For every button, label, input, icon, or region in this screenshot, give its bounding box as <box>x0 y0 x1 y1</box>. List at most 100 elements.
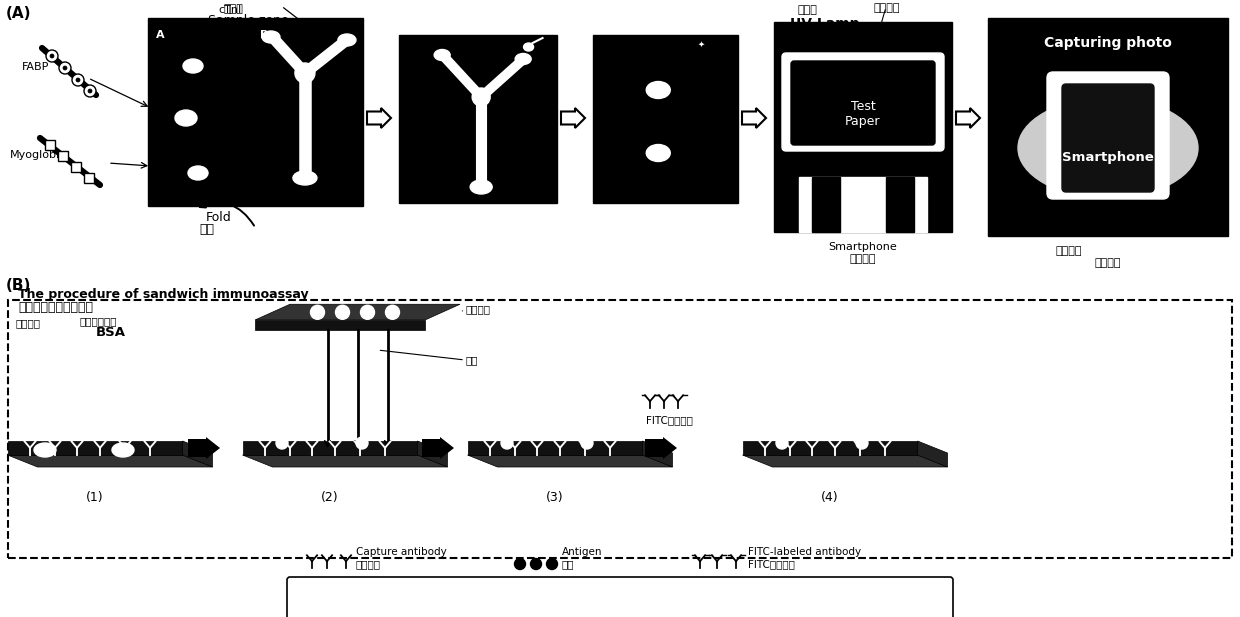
Circle shape <box>361 305 374 320</box>
Text: 样品区: 样品区 <box>223 4 243 14</box>
Circle shape <box>295 63 315 83</box>
FancyArrow shape <box>188 437 219 459</box>
Ellipse shape <box>175 110 197 126</box>
Circle shape <box>277 437 288 449</box>
Text: 样品溶液: 样品溶液 <box>465 305 490 315</box>
Circle shape <box>231 35 237 41</box>
Bar <box>58 151 68 161</box>
Polygon shape <box>182 441 212 467</box>
Text: A: A <box>156 30 165 40</box>
Ellipse shape <box>262 31 280 43</box>
FancyBboxPatch shape <box>1047 72 1169 199</box>
Polygon shape <box>7 441 182 455</box>
Circle shape <box>472 88 490 106</box>
FancyBboxPatch shape <box>782 53 944 151</box>
FancyArrow shape <box>560 108 585 128</box>
Text: 双抗体夹心法实验过程: 双抗体夹心法实验过程 <box>19 301 93 314</box>
Circle shape <box>60 62 71 74</box>
Bar <box>71 162 81 172</box>
Circle shape <box>501 437 513 449</box>
Circle shape <box>187 30 193 36</box>
Text: B: B <box>260 30 268 40</box>
FancyArrow shape <box>742 108 766 128</box>
Text: (4): (4) <box>821 491 838 504</box>
Circle shape <box>582 437 593 449</box>
Polygon shape <box>642 441 672 467</box>
Text: Sample zone: Sample zone <box>208 14 289 27</box>
Text: 捕获抗体: 捕获抗体 <box>16 318 41 328</box>
Ellipse shape <box>1018 98 1198 198</box>
Ellipse shape <box>515 54 531 65</box>
Text: (2): (2) <box>321 491 339 504</box>
Circle shape <box>231 41 237 47</box>
Bar <box>148 18 363 206</box>
Text: 抗原: 抗原 <box>562 559 574 569</box>
Circle shape <box>190 40 196 46</box>
Circle shape <box>310 305 325 320</box>
Circle shape <box>547 558 558 569</box>
Text: Capturing photo: Capturing photo <box>1044 36 1172 50</box>
Bar <box>774 22 952 232</box>
Ellipse shape <box>184 59 203 73</box>
Text: 捕获抗体: 捕获抗体 <box>356 559 381 569</box>
Circle shape <box>88 89 92 93</box>
Circle shape <box>236 25 241 31</box>
Polygon shape <box>467 455 672 467</box>
Circle shape <box>356 437 368 449</box>
Text: 智能手机: 智能手机 <box>1095 258 1121 268</box>
Bar <box>988 18 1228 236</box>
Circle shape <box>222 61 228 67</box>
Polygon shape <box>467 441 642 455</box>
Text: FABP: FABP <box>22 62 50 72</box>
Ellipse shape <box>434 49 450 60</box>
Ellipse shape <box>293 171 317 185</box>
Bar <box>45 140 55 150</box>
FancyArrow shape <box>956 108 980 128</box>
Polygon shape <box>743 455 947 467</box>
Text: 折叠: 折叠 <box>200 223 215 236</box>
Text: Fold: Fold <box>206 211 232 224</box>
Circle shape <box>856 437 868 449</box>
Ellipse shape <box>646 144 671 162</box>
Text: 检测纸基: 检测纸基 <box>873 3 899 13</box>
FancyBboxPatch shape <box>1061 84 1154 192</box>
FancyArrow shape <box>645 437 677 459</box>
FancyBboxPatch shape <box>286 577 954 617</box>
Text: FITC标记抗体: FITC标记抗体 <box>748 559 795 569</box>
Text: ✦: ✦ <box>697 40 704 49</box>
FancyBboxPatch shape <box>791 61 935 145</box>
Circle shape <box>187 24 193 30</box>
Circle shape <box>236 19 241 25</box>
Text: UV Lamp: UV Lamp <box>790 17 859 31</box>
Circle shape <box>50 54 55 58</box>
Text: 抗原: 抗原 <box>465 355 477 365</box>
Circle shape <box>222 55 228 61</box>
Text: 紫外灯: 紫外灯 <box>799 5 818 15</box>
Ellipse shape <box>188 166 208 180</box>
Ellipse shape <box>646 81 671 99</box>
Polygon shape <box>255 320 425 330</box>
Text: Antigen: Antigen <box>562 547 603 557</box>
Ellipse shape <box>470 180 492 194</box>
Circle shape <box>72 74 84 86</box>
Bar <box>799 177 928 232</box>
Ellipse shape <box>33 443 56 457</box>
Text: Capture antibody: Capture antibody <box>356 547 446 557</box>
Polygon shape <box>243 455 448 467</box>
Circle shape <box>190 46 196 52</box>
Polygon shape <box>418 441 448 467</box>
Text: (3): (3) <box>546 491 564 504</box>
Circle shape <box>84 85 95 97</box>
Bar <box>399 35 557 203</box>
Text: 牛血清白蛋白: 牛血清白蛋白 <box>81 316 118 326</box>
Text: Smartphone: Smartphone <box>1063 152 1154 165</box>
Bar <box>593 35 738 203</box>
Circle shape <box>76 78 81 82</box>
FancyBboxPatch shape <box>7 300 1233 558</box>
FancyArrow shape <box>422 437 454 459</box>
FancyArrow shape <box>367 108 391 128</box>
Bar <box>84 173 94 183</box>
Text: Paper: Paper <box>846 115 880 128</box>
Circle shape <box>776 437 787 449</box>
Bar <box>812 177 839 232</box>
